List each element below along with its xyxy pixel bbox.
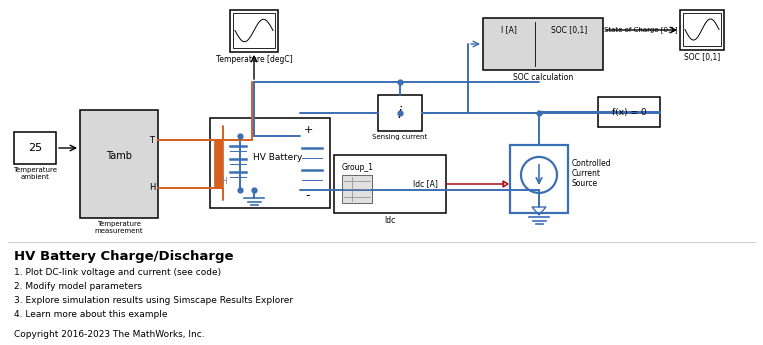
Text: i: i — [398, 106, 402, 120]
Text: 2. Modify model parameters: 2. Modify model parameters — [14, 282, 142, 291]
Text: 3. Explore simulation results using Simscape Results Explorer: 3. Explore simulation results using Sims… — [14, 296, 293, 305]
Bar — [483, 18, 603, 70]
Text: -: - — [306, 189, 311, 203]
Bar — [342, 175, 372, 203]
Bar — [378, 95, 422, 131]
Text: HV Battery: HV Battery — [253, 154, 303, 162]
Bar — [80, 110, 158, 218]
Bar — [510, 145, 568, 213]
Text: Copyright 2016-2023 The MathWorks, Inc.: Copyright 2016-2023 The MathWorks, Inc. — [14, 330, 204, 339]
Text: Sensing current: Sensing current — [372, 134, 427, 140]
Text: Group_1: Group_1 — [342, 163, 374, 172]
Text: SOC calculation: SOC calculation — [513, 73, 573, 82]
Text: HV Battery Charge/Discharge: HV Battery Charge/Discharge — [14, 250, 233, 263]
Text: State of Charge [0,1]: State of Charge [0,1] — [604, 27, 678, 33]
Circle shape — [521, 157, 557, 193]
Text: T: T — [150, 136, 154, 145]
Bar — [214, 140, 223, 188]
Text: f(x) = 0: f(x) = 0 — [612, 108, 646, 117]
Text: H: H — [149, 183, 155, 192]
Text: 1. Plot DC-link voltage and current (see code): 1. Plot DC-link voltage and current (see… — [14, 268, 221, 277]
Text: Idc: Idc — [385, 216, 396, 225]
Text: H: H — [221, 177, 227, 186]
Bar — [683, 13, 721, 46]
Text: Idc [A]: Idc [A] — [413, 179, 438, 188]
Bar — [233, 13, 275, 48]
Bar — [680, 10, 724, 50]
Text: +: + — [304, 125, 313, 135]
Text: Tamb: Tamb — [106, 151, 132, 161]
Text: Temperature
measurement: Temperature measurement — [95, 221, 143, 234]
Text: 25: 25 — [28, 143, 42, 153]
Text: 4. Learn more about this example: 4. Learn more about this example — [14, 310, 168, 319]
Bar — [14, 132, 56, 164]
Text: SOC [0,1]: SOC [0,1] — [551, 26, 587, 34]
Bar — [230, 10, 278, 52]
Text: Controlled
Current
Source: Controlled Current Source — [572, 159, 612, 188]
Bar — [210, 118, 330, 208]
Bar — [334, 155, 446, 213]
Bar — [598, 97, 660, 127]
Text: I [A]: I [A] — [501, 26, 517, 34]
Text: Temperature [degC]: Temperature [degC] — [216, 55, 292, 64]
Text: Temperature
ambient: Temperature ambient — [13, 167, 57, 180]
Text: SOC [0,1]: SOC [0,1] — [684, 53, 720, 62]
